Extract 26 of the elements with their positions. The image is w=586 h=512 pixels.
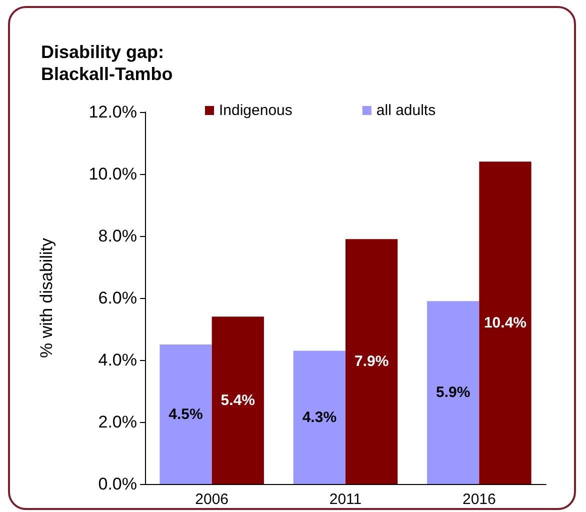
data-label: 4.5% (168, 406, 203, 423)
y-tick-label: 2.0% (98, 412, 137, 432)
y-tick-label: 10.0% (88, 164, 137, 184)
legend-label: Indigenous (219, 102, 292, 119)
y-tick-label: 8.0% (98, 226, 137, 246)
y-axis-title: % with disability (37, 238, 56, 358)
data-label: 7.9% (354, 353, 389, 370)
chart-title: Disability gap: Blackall-Tambo (41, 42, 173, 84)
y-tick-label: 12.0% (88, 102, 137, 122)
x-tick-label: 2011 (329, 491, 362, 508)
bar (479, 162, 532, 484)
y-tick-label: 6.0% (98, 288, 137, 308)
y-tick-label: 0.0% (98, 474, 137, 494)
data-label: 5.9% (436, 384, 470, 402)
bar (346, 239, 398, 484)
bar (427, 301, 480, 484)
legend-label: all adults (376, 102, 436, 119)
data-label: 5.4% (220, 392, 255, 409)
data-label: 10.4% (484, 314, 527, 332)
y-tick-label: 4.0% (98, 350, 137, 370)
x-tick-label: 2016 (462, 491, 496, 508)
bar (212, 316, 264, 484)
bar (160, 344, 212, 484)
data-label: 4.3% (302, 408, 337, 426)
x-tick-label: 2006 (195, 491, 229, 508)
bar (293, 350, 346, 484)
